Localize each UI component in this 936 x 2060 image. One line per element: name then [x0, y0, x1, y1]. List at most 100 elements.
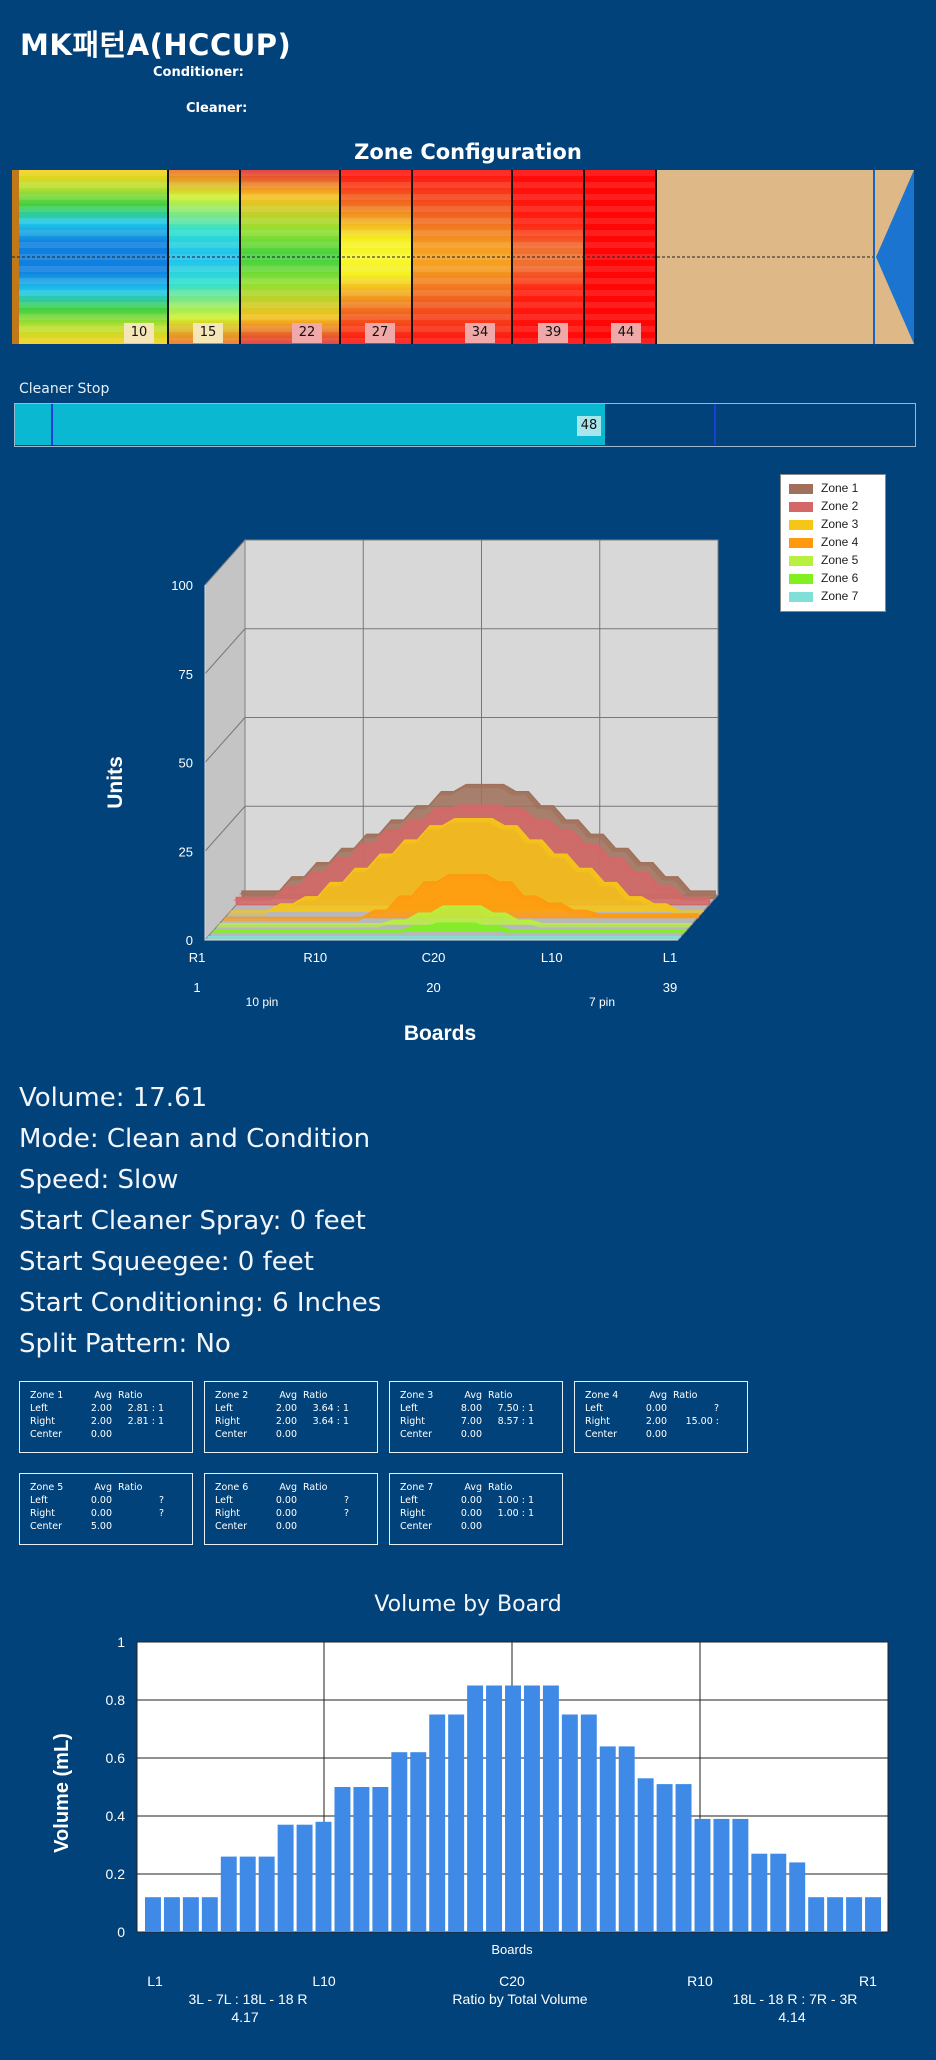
zone-row: Zone 6 Avg Ratio	[215, 1482, 371, 1494]
zone-cell: Right	[215, 1416, 241, 1427]
zone-cell: Left	[215, 1403, 233, 1414]
bar	[675, 1784, 692, 1932]
x-tick-label: L10	[541, 950, 563, 965]
zone-ratio-box: Zone 3 Avg Ratio Left 8.00 7.50 : 1 Right 7.00 8…	[389, 1381, 563, 1453]
zone-cell: 0.00	[90, 1429, 112, 1440]
units-3d-chart: 0 25 50 75 100 R1 R10 C20 L10 L1 1 20 39 10 pin 7 pin B…	[0, 470, 936, 1070]
zone-row: Zone 5 Avg Ratio	[30, 1482, 186, 1494]
zone-row: Left 0.00?	[30, 1495, 186, 1507]
zone-row: Right 2.00 3.64 : 1	[215, 1416, 371, 1428]
zone-cell: 0.00	[275, 1521, 297, 1532]
zone-cell: Left	[30, 1403, 48, 1414]
x-sub-label: 39	[663, 980, 677, 995]
bar	[846, 1897, 863, 1932]
x-sub-label: 20	[426, 980, 440, 995]
zone-cell: Center	[585, 1429, 617, 1440]
zone-cell: Right	[400, 1508, 426, 1519]
bar	[505, 1685, 521, 1932]
y-tick-label: 50	[179, 756, 193, 771]
area-series-top	[204, 936, 681, 941]
pin-label: 10 pin	[246, 995, 279, 1009]
legend-swatch	[789, 556, 813, 566]
ratio-right-value: 4.14	[778, 2009, 805, 2025]
zone-end-marker: 15	[193, 323, 223, 343]
area-series-top	[216, 906, 693, 928]
bar	[372, 1787, 389, 1932]
area-series-top	[221, 874, 699, 922]
x-sub-label: 1	[193, 980, 200, 995]
zone-cell: Center	[30, 1429, 62, 1440]
bar	[523, 1685, 540, 1932]
cleaner-label: Cleaner:	[186, 101, 248, 116]
x-tick-label: C20	[499, 1973, 525, 1989]
bar	[561, 1714, 578, 1932]
y-tick-label: 0.6	[106, 1750, 126, 1766]
legend-label: Zone 4	[821, 535, 859, 549]
bar	[751, 1853, 768, 1932]
zone-cell: Ratio	[303, 1390, 328, 1401]
zone-cell: 8.57 : 1	[497, 1416, 534, 1427]
zone-row: Zone 2 Avg Ratio	[215, 1390, 371, 1402]
y-axis-label: Volume (mL)	[51, 1733, 73, 1853]
start-conditioning-text: Start Conditioning: 6 Inches	[19, 1288, 382, 1318]
zone-cell: Left	[215, 1495, 233, 1506]
page-title: MK패턴A(HCCUP)	[20, 28, 292, 62]
zone-row: Center 0.00	[585, 1429, 741, 1441]
x-tick-label: R10	[303, 950, 327, 965]
cleaner-stop-marker	[51, 404, 53, 445]
zone-cell: Avg	[94, 1390, 112, 1401]
gridline	[204, 805, 246, 852]
zone-ratio-box: Zone 1 Avg Ratio Left 2.00 2.81 : 1 Right 2.00 2…	[19, 1381, 193, 1453]
ratio-left-value: 4.17	[231, 2009, 258, 2025]
zone-cell: 2.00	[275, 1403, 297, 1414]
legend-label: Zone 7	[821, 589, 859, 603]
zone-cell: 0.00	[460, 1521, 482, 1532]
zone-row: Right 7.00 8.57 : 1	[400, 1416, 556, 1428]
zone-cell: Ratio	[488, 1482, 513, 1493]
bar	[732, 1818, 749, 1932]
x-tick-label: R1	[859, 1973, 877, 1989]
bar	[201, 1897, 218, 1932]
zone-row: Right 0.00?	[215, 1508, 371, 1520]
legend-label: Zone 3	[821, 517, 859, 531]
bar	[334, 1787, 351, 1932]
zone-cell: 3.64 : 1	[312, 1416, 349, 1427]
bar	[296, 1824, 313, 1932]
zone-cell: Avg	[464, 1390, 482, 1401]
zone-row: Right 2.00 2.81 : 1	[30, 1416, 186, 1428]
conditioner-label: Conditioner:	[153, 65, 244, 80]
ratio-left: 3L - 7L : 18L - 18 R	[188, 1991, 307, 2007]
zone-row: Center 0.00	[400, 1429, 556, 1441]
zone-cell: Right	[30, 1508, 56, 1519]
zone-cell: Right	[585, 1416, 611, 1427]
zone-cell: Avg	[279, 1390, 297, 1401]
zone-cell: Center	[215, 1429, 247, 1440]
cleaner-stop-value: 48	[577, 416, 601, 436]
bar	[277, 1824, 294, 1932]
volume-chart-title: Volume by Board	[374, 1592, 562, 1617]
bar	[429, 1714, 446, 1932]
legend-swatch	[789, 574, 813, 584]
zone-cell: Ratio	[303, 1482, 328, 1493]
zone-cell: Center	[400, 1429, 432, 1440]
zone-cell: 0.00	[460, 1429, 482, 1440]
zone-ratio-box: Zone 6 Avg Ratio Left 0.00? Right 0.00? Center 0…	[204, 1473, 378, 1545]
volume-text: Volume: 17.61	[19, 1083, 208, 1113]
bar	[353, 1787, 370, 1932]
zone-row: Left 8.00 7.50 : 1	[400, 1403, 556, 1415]
cleaner-stop-marker	[714, 404, 716, 445]
zone-cell: 2.81 : 1	[127, 1403, 164, 1414]
y-tick-label: 1	[117, 1634, 125, 1650]
x-tick-label: C20	[422, 950, 446, 965]
start-cleaner-spray-text: Start Cleaner Spray: 0 feet	[19, 1206, 366, 1236]
zone-row: Right 2.00 15.00 :	[585, 1416, 741, 1428]
zone-row: Left 2.00 2.81 : 1	[30, 1403, 186, 1415]
zone-end-marker: 39	[538, 323, 568, 343]
zone-cell: Zone 2	[215, 1390, 249, 1401]
bar	[694, 1818, 711, 1932]
y-tick-label: 0	[117, 1924, 125, 1940]
zone-cell: 0.00	[645, 1403, 667, 1414]
zone-row: Left 2.00 3.64 : 1	[215, 1403, 371, 1415]
bar	[713, 1818, 730, 1932]
zone-cell: Ratio	[488, 1390, 513, 1401]
